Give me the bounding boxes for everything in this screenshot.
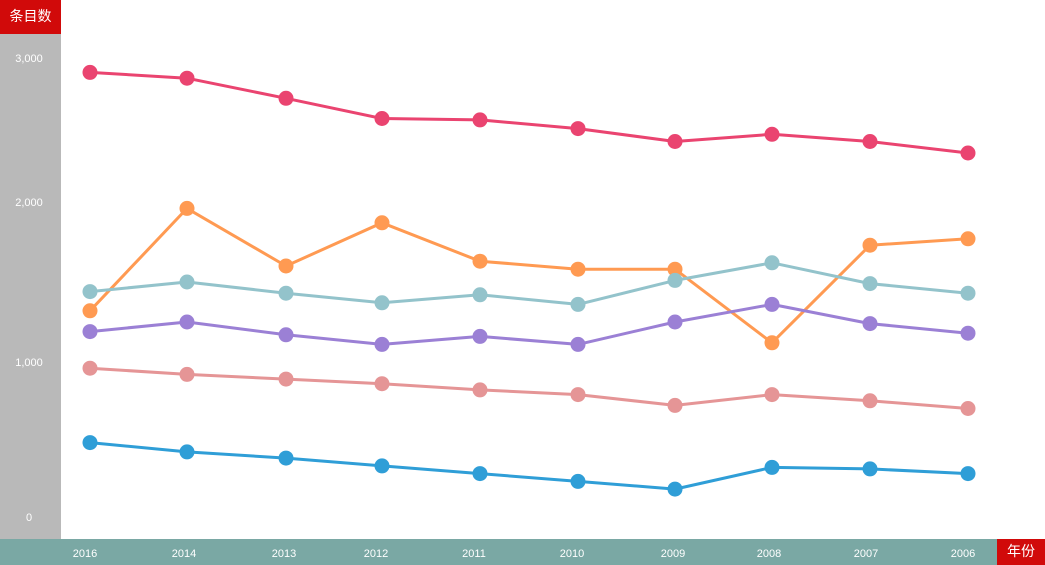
x-tick-label: 2012 [364,548,388,560]
series-3-point [570,296,586,312]
series-line-4 [89,302,969,346]
series-4-point [374,336,390,352]
series-5-point [179,366,195,382]
series-6-point [570,473,586,489]
x-axis-title: 年份 [997,539,1045,565]
series-2-point [667,261,683,277]
series-3-point [472,287,488,303]
series-1-point [278,90,294,106]
series-4-point [472,328,488,344]
series-4-point [570,336,586,352]
y-tick-label: 3,000 [15,53,43,65]
series-line-5 [89,366,969,410]
series-3-point [179,274,195,290]
x-tick-label: 2016 [73,548,97,560]
x-tick-label: 2009 [661,548,685,560]
series-3-point [862,276,878,292]
series-2-point [472,253,488,269]
series-1-point [764,126,780,142]
series-5-point [764,387,780,403]
series-2-point [374,215,390,231]
series-1-point [570,121,586,137]
series-1-point [472,112,488,128]
series-5-point [278,371,294,387]
series-1-point [960,145,976,161]
series-3-point [764,255,780,271]
series-6-point [862,461,878,477]
series-4-point [82,324,98,340]
series-4-point [667,314,683,330]
series-4-point [278,327,294,343]
series-5-point [667,397,683,413]
series-2-point [179,200,195,216]
series-6-point [374,458,390,474]
series-2-point [570,261,586,277]
series-4-point [179,314,195,330]
series-1-point [667,134,683,149]
series-line-2 [88,206,969,345]
series-6-point [764,459,780,475]
series-2-point [862,237,878,253]
series-line-6 [89,441,969,491]
x-tick-label: 2010 [560,548,584,560]
x-tick-label: 2014 [172,548,196,560]
series-2-point [764,335,780,351]
series-6-point [179,444,195,460]
y-tick-label: 0 [26,512,32,524]
series-5-point [374,376,390,392]
series-3-point [278,285,294,301]
series-2-point [278,258,294,274]
series-6-point [278,450,294,466]
series-3-point [374,295,390,311]
y-axis-title: 条目数 [0,0,61,34]
series-1-point [374,111,390,126]
series-6-point [960,466,976,482]
series-5-point [472,382,488,398]
series-6-point [472,466,488,482]
series-2-point [82,303,98,319]
x-tick-label: 2013 [272,548,296,560]
series-6-point [667,481,683,497]
series-4-point [764,296,780,312]
y-tick-label: 1,000 [15,357,43,369]
series-2-point [960,231,976,247]
series-3-point [960,285,976,301]
x-tick-label: 2011 [462,548,486,560]
series-1-point [82,64,98,80]
x-tick-label: 2006 [951,548,975,560]
series-1-point [179,70,195,86]
series-1-point [862,134,878,149]
x-tick-label: 2007 [854,548,878,560]
series-4-point [862,316,878,332]
series-5-point [862,393,878,409]
series-line-3 [89,261,969,306]
y-tick-label: 2,000 [15,197,43,209]
series-5-point [570,387,586,403]
series-6-point [82,435,98,451]
series-4-point [960,325,976,341]
series-3-point [82,284,98,300]
series-5-point [960,401,976,416]
y-axis-band [0,0,61,539]
series-line-1 [89,70,969,155]
series-3-point [667,272,683,288]
x-axis-band [0,539,1045,565]
x-tick-label: 2008 [757,548,781,560]
series-5-point [82,360,98,376]
